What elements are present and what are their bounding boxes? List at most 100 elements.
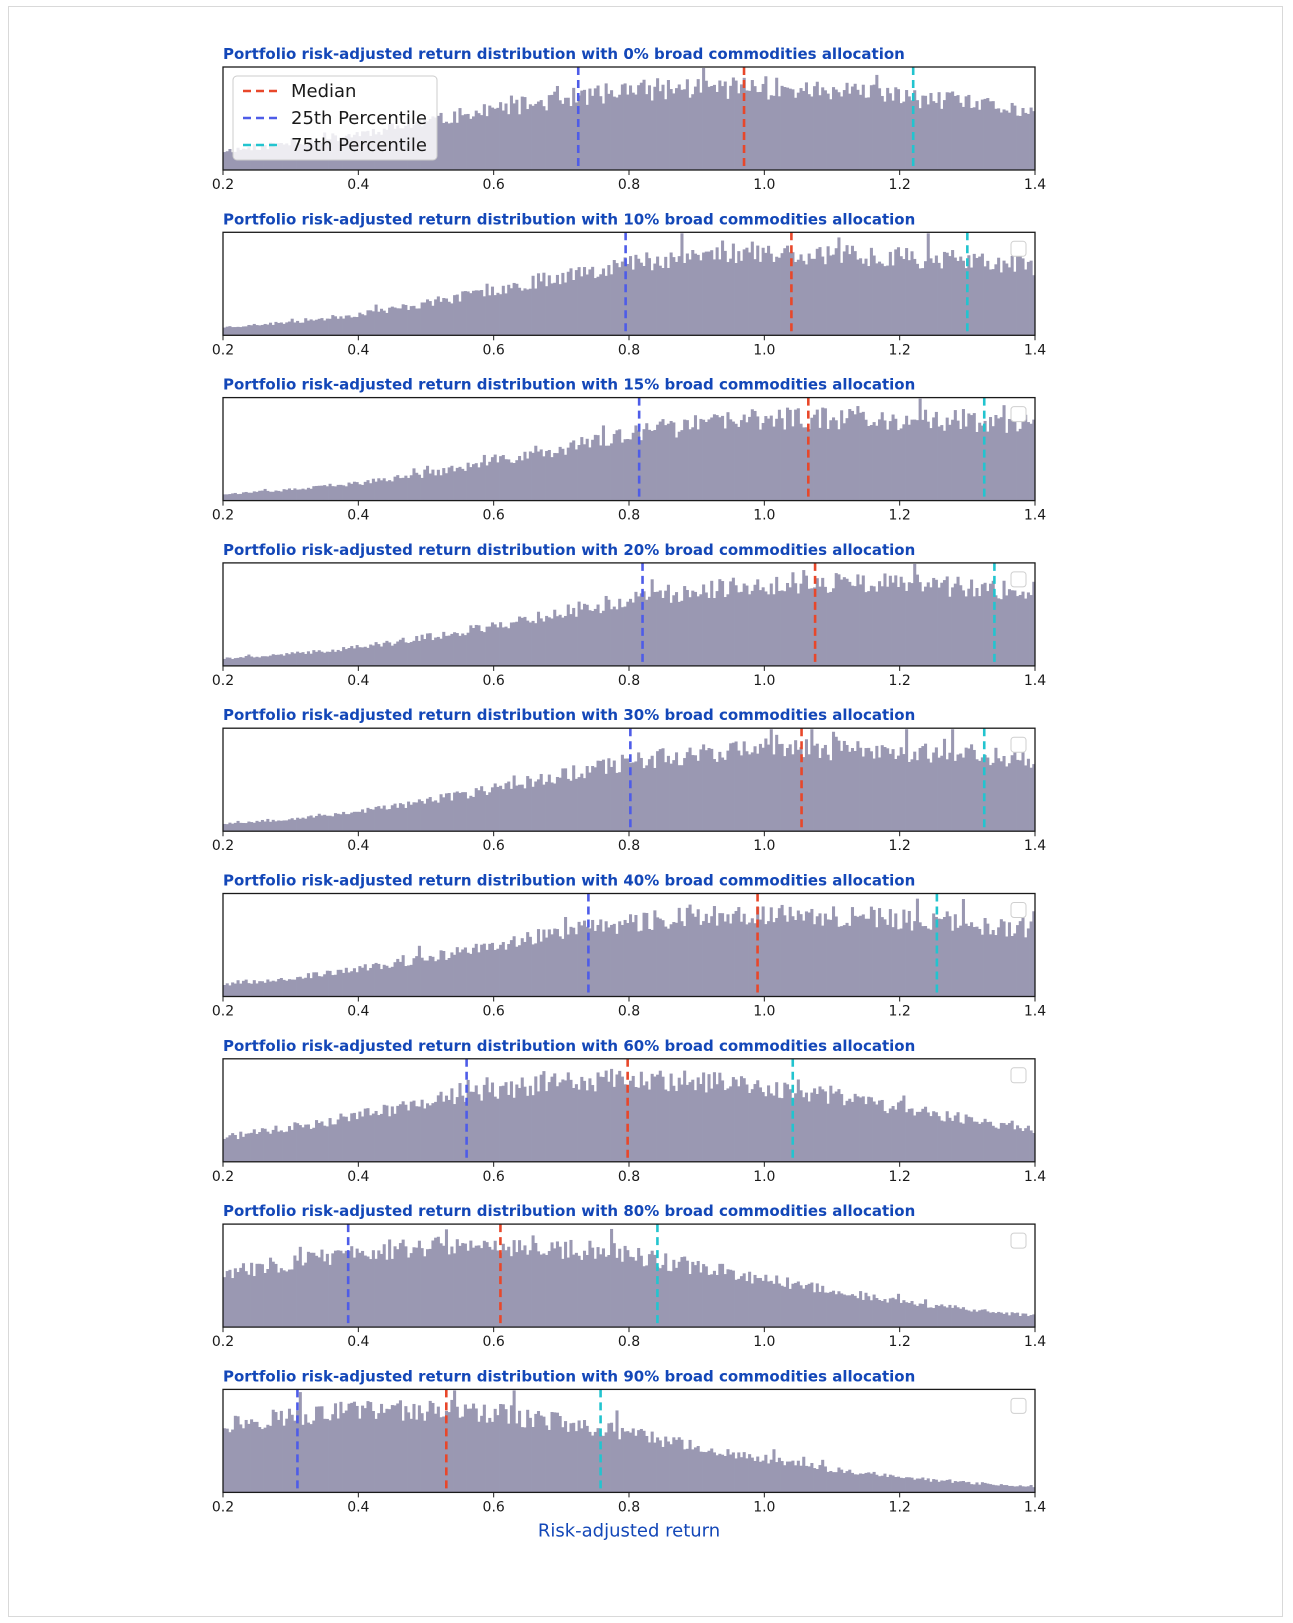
histogram-bar bbox=[342, 972, 346, 997]
histogram-bar bbox=[396, 1105, 400, 1162]
histogram-bar bbox=[574, 102, 578, 170]
histogram-bar bbox=[742, 1273, 746, 1328]
histogram-bar bbox=[239, 1424, 243, 1493]
histogram-bar bbox=[607, 445, 611, 501]
histogram-bar bbox=[564, 1421, 568, 1493]
histogram-bar bbox=[331, 315, 335, 336]
histogram-bar bbox=[853, 1474, 857, 1493]
histogram-bar bbox=[940, 1480, 944, 1493]
histogram-bar bbox=[875, 927, 879, 997]
histogram-bar bbox=[707, 1074, 711, 1162]
histogram-bar bbox=[815, 743, 819, 832]
histogram-bar bbox=[629, 256, 633, 336]
histogram-bar bbox=[564, 282, 568, 336]
histogram-bar bbox=[482, 104, 486, 170]
histogram-bar bbox=[455, 947, 459, 997]
histogram-bar bbox=[758, 261, 762, 336]
histogram-bar bbox=[279, 322, 283, 336]
histogram-bar bbox=[1005, 110, 1009, 170]
histogram-bar bbox=[231, 152, 235, 170]
histogram-bar bbox=[896, 1102, 901, 1162]
histogram-bar bbox=[269, 981, 273, 997]
histogram-bar bbox=[1007, 112, 1011, 170]
histogram-bar bbox=[420, 801, 424, 832]
histogram-bar bbox=[558, 1246, 562, 1328]
histogram-bar bbox=[482, 1084, 486, 1162]
histogram-bar bbox=[463, 470, 467, 501]
histogram-bar bbox=[423, 639, 427, 666]
histogram-bar bbox=[764, 738, 768, 832]
histogram-bar bbox=[864, 1472, 868, 1493]
histogram-bar bbox=[975, 588, 979, 666]
histogram-bar bbox=[696, 1261, 700, 1328]
histogram-bar bbox=[875, 74, 879, 170]
histogram-bar bbox=[769, 1459, 773, 1493]
histogram-bar bbox=[266, 490, 270, 501]
histogram-bar bbox=[745, 1281, 749, 1328]
histogram-bar bbox=[888, 1108, 892, 1162]
histogram-bar bbox=[393, 1405, 397, 1493]
histogram-bar bbox=[499, 785, 503, 832]
histogram-bar bbox=[271, 1409, 275, 1493]
histogram-bar bbox=[880, 95, 884, 170]
histogram-bar bbox=[799, 254, 803, 336]
histogram-bar bbox=[396, 1249, 400, 1328]
histogram-bar bbox=[539, 281, 543, 336]
histogram-bar bbox=[274, 821, 278, 832]
histogram-bar bbox=[363, 964, 367, 997]
histogram-bar bbox=[661, 748, 665, 832]
histogram-bar bbox=[488, 105, 492, 170]
histogram-bar bbox=[875, 425, 879, 501]
histogram-bar bbox=[1016, 1312, 1020, 1328]
histogram-bar bbox=[834, 1294, 838, 1328]
histogram-bar bbox=[474, 1245, 478, 1328]
histogram-bar bbox=[282, 820, 286, 832]
histogram-bar bbox=[999, 1312, 1003, 1328]
histogram-bar bbox=[344, 814, 348, 832]
histogram-bar bbox=[980, 99, 984, 170]
histogram-bar bbox=[788, 744, 792, 832]
histogram-bar bbox=[796, 1460, 800, 1493]
histogram-bar bbox=[534, 445, 538, 501]
histogram-bar bbox=[247, 1274, 251, 1328]
histogram-bar bbox=[872, 758, 876, 832]
histogram-bar bbox=[978, 1310, 982, 1328]
histogram-bar bbox=[612, 96, 616, 170]
histogram-bar bbox=[398, 478, 402, 501]
histogram-bar bbox=[829, 1291, 833, 1328]
histogram-bar bbox=[785, 407, 790, 501]
histogram-bar bbox=[777, 409, 781, 501]
histogram-bar bbox=[388, 642, 392, 666]
x-tick-label: 1.4 bbox=[1024, 838, 1046, 854]
histogram-bar bbox=[631, 602, 635, 666]
histogram-bar bbox=[859, 1473, 863, 1493]
histogram-bar bbox=[593, 930, 597, 997]
histogram-bar bbox=[783, 1465, 787, 1493]
histogram-bar bbox=[848, 1295, 852, 1328]
histogram-bar bbox=[772, 594, 776, 666]
histogram-bar bbox=[488, 1417, 492, 1493]
histogram-bar bbox=[956, 927, 960, 997]
x-tick-label: 1.2 bbox=[889, 1169, 911, 1185]
histogram-bar bbox=[934, 747, 938, 832]
histogram-bar bbox=[304, 1124, 308, 1162]
histogram-bar bbox=[315, 485, 319, 501]
histogram-bar bbox=[382, 310, 386, 336]
histogram-bar bbox=[918, 582, 922, 666]
histogram-bar bbox=[325, 651, 329, 666]
histogram-bar bbox=[945, 1111, 949, 1162]
histogram-bar bbox=[428, 1105, 432, 1162]
histogram-bar bbox=[723, 759, 727, 832]
histogram-bar bbox=[317, 650, 321, 666]
histogram-bar bbox=[455, 1097, 459, 1162]
histogram-bar bbox=[951, 419, 955, 501]
histogram-bar bbox=[634, 1435, 638, 1493]
histogram-bar bbox=[842, 577, 846, 666]
histogram-bar bbox=[488, 626, 492, 666]
histogram-bar bbox=[978, 928, 982, 997]
chart-panel: Portfolio risk-adjusted return distribut… bbox=[212, 1202, 1046, 1350]
histogram-bar bbox=[937, 1116, 941, 1162]
histogram-bar bbox=[721, 1080, 725, 1162]
histogram-bar bbox=[344, 486, 348, 501]
histogram-bar bbox=[572, 280, 576, 336]
